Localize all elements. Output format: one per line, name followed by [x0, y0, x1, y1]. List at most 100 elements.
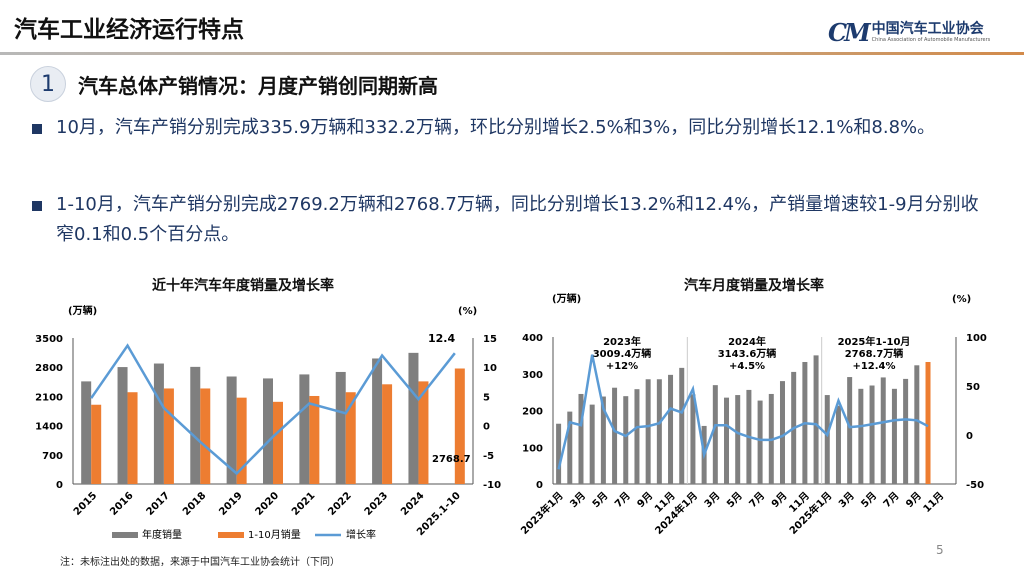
bar-annual-2017: [153, 363, 164, 484]
bar-jan-oct-2018: [200, 388, 211, 484]
bullet-text: 10月，汽车产销分别完成335.9万辆和332.2万辆，环比分别增长2.5%和3…: [56, 117, 936, 138]
header-divider: [0, 52, 1024, 55]
x-tick-label: 2020: [254, 490, 281, 517]
legend-label: 增长率: [346, 528, 376, 541]
bar-annual-2023: [372, 358, 383, 484]
y-tick-label: 0: [56, 480, 63, 491]
bar-annual-2015: [81, 381, 92, 484]
bar-3月: [578, 393, 584, 484]
y2-tick-label: 0: [483, 422, 490, 433]
caam-logo-icon: CM: [828, 18, 871, 47]
chart-title-annual: 近十年汽车年度销量及增长率: [152, 278, 334, 294]
bullet-item: 10月，汽车产销分别完成335.9万辆和332.2万辆，环比分别增长2.5%和3…: [32, 113, 992, 143]
section-title: 汽车总体产销情况：月度产销创同期新高: [78, 73, 438, 98]
bar-jan-oct-2024: [418, 381, 429, 484]
bar-3月: [847, 377, 853, 484]
bar-annual-2019: [226, 376, 237, 484]
y2-tick-label: -5: [483, 451, 494, 462]
y2-tick-label: -10: [483, 480, 501, 491]
bar-7月: [757, 400, 763, 484]
bar-annual-2024: [408, 352, 419, 484]
x-tick-label: 3月: [568, 490, 588, 510]
y-tick-label: 3500: [35, 334, 63, 345]
y-tick-label: 2800: [35, 363, 63, 374]
growth-rate-line: [90, 343, 456, 476]
annotation-sales: 2768.7: [432, 454, 471, 465]
year-annotation: +12%: [606, 361, 638, 372]
y2-tick-label: 100: [966, 333, 987, 344]
legend-label: 年度销量: [142, 528, 182, 541]
bar-11月: [668, 374, 674, 484]
bullet-square-icon: [32, 201, 42, 211]
bar-9月: [914, 365, 920, 484]
y-axis-label: (万辆): [552, 292, 581, 305]
x-tick-label: 2018: [181, 490, 208, 517]
y2-axis-label: (%): [458, 306, 477, 317]
bar-2024年1月: [690, 394, 696, 484]
bar-12月: [813, 355, 819, 484]
x-tick-label: 3月: [702, 490, 722, 510]
bar-5月: [735, 395, 741, 484]
annual-sales-chart: (万辆) (%) 0 700 1400 2100 2800 3500 -10 -5 0 5 10 15 20…: [35, 304, 501, 541]
y2-axis-label: (%): [952, 294, 971, 305]
bar-8月: [903, 378, 909, 484]
y2-tick-label: 5: [483, 392, 490, 403]
x-tick-label: 5月: [590, 490, 610, 510]
x-tick-label: 2015: [72, 490, 99, 517]
bar-7月: [891, 388, 897, 484]
slide-title: 汽车工业经济运行特点: [14, 17, 244, 43]
logo: CM 中国汽车工业协会 China Association of Automob…: [828, 18, 990, 47]
bar-10月: [925, 361, 931, 484]
year-annotation: +12.4%: [852, 361, 895, 372]
bar-3月: [712, 385, 718, 484]
bar-9月: [779, 381, 785, 484]
bar-7月: [623, 396, 629, 484]
bar-jan-oct-2016: [127, 392, 138, 484]
bar-annual-2016: [117, 367, 128, 484]
year-annotation: +4.5%: [729, 361, 765, 372]
bar-2月: [835, 405, 841, 484]
y-tick-label: 700: [42, 451, 63, 462]
bar-6月: [880, 377, 886, 484]
x-tick-label: 2021: [290, 490, 317, 517]
x-tick-label: 2023: [363, 490, 390, 517]
bar-annual-2018: [190, 366, 201, 484]
bar-jan-oct-2025.1-10: [454, 368, 465, 484]
logo-en: China Association of Automobile Manufact…: [871, 37, 991, 43]
y2-tick-label: 0: [966, 431, 973, 442]
bar-10月: [656, 379, 662, 484]
bar-jan-oct-2023: [382, 384, 393, 484]
x-tick-label: 2016: [108, 490, 135, 517]
x-tick-label: 3月: [836, 490, 856, 510]
y-tick-label: 0: [536, 480, 543, 491]
x-tick-label: 7月: [747, 490, 767, 510]
logo-cn: 中国汽车工业协会: [871, 21, 984, 37]
y2-tick-label: -50: [966, 480, 984, 491]
x-tick-label: 2023年1月: [518, 489, 566, 537]
bar-jan-oct-2019: [236, 397, 247, 484]
legend-label: 1-10月销量: [248, 528, 301, 541]
bar-9月: [645, 379, 651, 484]
bar-4月: [589, 404, 595, 484]
section-heading: 1 汽车总体产销情况：月度产销创同期新高: [30, 66, 438, 102]
x-tick-label: 11月: [921, 490, 946, 515]
x-tick-label: 2017: [145, 490, 172, 517]
x-tick-label: 2019: [217, 490, 244, 517]
bullet-item: 1-10月，汽车产销分别完成2769.2万辆和2768.7万辆，同比分别增长13…: [32, 190, 992, 250]
bar-2月: [567, 411, 573, 484]
legend-swatch: [218, 532, 244, 538]
growth-rate-line: [557, 354, 929, 470]
bar-2023年1月: [556, 423, 562, 484]
bar-jan-oct-2017: [163, 388, 174, 484]
y-tick-label: 200: [522, 407, 543, 418]
bar-jan-oct-2020: [273, 401, 283, 484]
year-annotation: 2024年: [728, 335, 766, 348]
bar-5月: [869, 385, 875, 484]
y-tick-label: 300: [522, 370, 543, 381]
bar-jan-oct-2022: [345, 392, 356, 484]
year-annotation: 3009.4万辆: [593, 347, 652, 360]
year-annotation: 2023年: [603, 335, 641, 348]
section-number: 1: [30, 66, 66, 102]
